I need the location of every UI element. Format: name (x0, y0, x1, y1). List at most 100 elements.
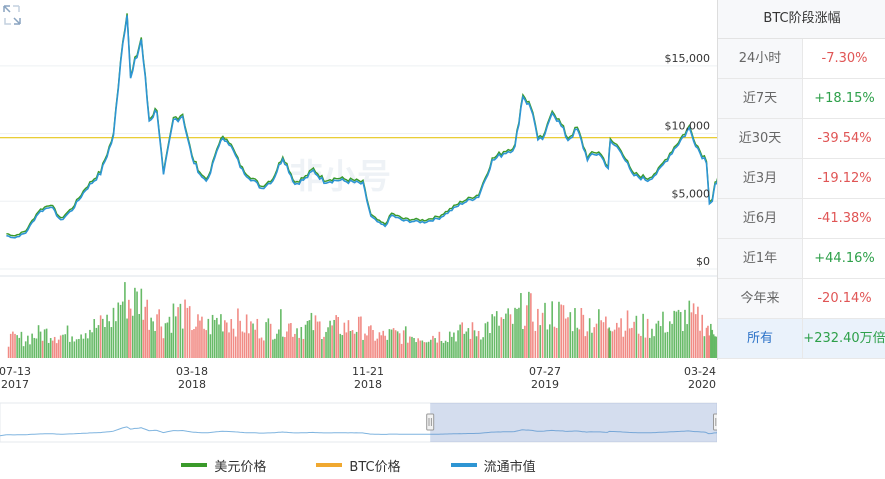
volume-bar (578, 329, 581, 358)
volume-bar (362, 339, 364, 358)
volume-bar (500, 317, 503, 358)
volume-bar (567, 317, 569, 358)
volume-bar (446, 342, 449, 358)
volume-bar (507, 308, 509, 358)
period-row-6m[interactable]: 近6月 -41.38% (718, 199, 885, 239)
volume-bar (184, 299, 186, 358)
volume-bar (29, 344, 31, 358)
volume-bar (53, 336, 56, 358)
volume-bar (117, 302, 120, 358)
volume-bar (415, 342, 417, 358)
volume-bar (138, 314, 140, 358)
volume-bar (284, 337, 286, 358)
period-value: +18.15% (814, 91, 875, 106)
volume-bar (86, 338, 89, 358)
volume-bar (473, 330, 476, 358)
volume-bar (224, 320, 226, 358)
volume-bar (188, 306, 191, 358)
volume-bar (134, 287, 136, 358)
navigator-handle-right[interactable] (713, 413, 718, 431)
volume-bar (241, 331, 244, 358)
volume-bar (708, 335, 711, 358)
volume-bar (360, 316, 362, 358)
legend-label: 流通市值 (483, 459, 536, 475)
volume-bar (432, 335, 434, 358)
volume-bar (463, 333, 466, 358)
volume-bar (128, 299, 130, 358)
legend-item-usd-price[interactable]: 美元价格 (181, 455, 266, 475)
x-tick-year: 2020 (688, 378, 716, 391)
navigator-handle-left[interactable] (426, 413, 435, 431)
volume-bar (595, 323, 598, 358)
volume-bar (376, 338, 379, 358)
period-label: 24小时 (718, 39, 803, 78)
volume-bar (256, 318, 259, 358)
volume-bar (598, 309, 600, 358)
legend-item-market-cap[interactable]: 流通市值 (450, 455, 536, 475)
volume-bar (615, 322, 618, 358)
volume-bar (471, 322, 474, 358)
volume-bar (80, 334, 82, 358)
volume-bar (425, 342, 428, 358)
price-chart[interactable]: 非小号$15,000$10,000$5,000$007-13201703-182… (0, 0, 717, 455)
volume-bar (386, 339, 389, 358)
volume-bar (49, 338, 52, 358)
x-tick-year: 2017 (1, 378, 29, 391)
volume-bar (522, 329, 524, 358)
expand-arrows-icon[interactable] (2, 4, 22, 26)
volume-bar (711, 329, 714, 358)
y-tick-label: $5,000 (672, 187, 711, 200)
volume-bar (316, 321, 319, 358)
period-row-all[interactable]: 所有 +232.40万倍 (718, 319, 885, 359)
volume-bar (300, 326, 303, 358)
legend-swatch (181, 463, 208, 467)
volume-bar (78, 338, 80, 358)
volume-bar (82, 338, 85, 358)
volume-bar (374, 340, 376, 358)
period-row-1y[interactable]: 近1年 +44.16% (718, 239, 885, 279)
period-row-ytd[interactable]: 今年来 -20.14% (718, 279, 885, 319)
volume-bar (201, 316, 203, 358)
volume-bar (608, 327, 611, 358)
period-value: -19.12% (817, 171, 872, 186)
period-row-7d[interactable]: 近7天 +18.15% (718, 79, 885, 119)
volume-bar (382, 330, 385, 358)
volume-bar (364, 333, 366, 358)
y-tick-label: $15,000 (665, 52, 711, 65)
volume-bar (47, 342, 50, 358)
volume-bar (710, 323, 712, 358)
volume-bar (569, 312, 572, 358)
volume-bar (465, 331, 468, 358)
volume-bar (93, 319, 96, 358)
volume-bar (528, 291, 530, 358)
volume-bar (296, 328, 298, 358)
volume-bar (421, 340, 424, 358)
volume-bar (677, 309, 680, 358)
volume-bar (582, 314, 585, 358)
volume-bar (252, 323, 254, 358)
volume-bar (486, 321, 489, 358)
volume-bar (602, 322, 605, 358)
legend-item-btc-price[interactable]: BTC价格 (316, 455, 401, 475)
volume-bar (714, 336, 716, 358)
volume-bar (671, 323, 673, 358)
volume-bar (43, 329, 46, 358)
volume-bar (514, 307, 516, 358)
period-row-24h[interactable]: 24小时 -7.30% (718, 39, 885, 79)
series-line-market-cap[interactable] (6, 15, 717, 239)
volume-bar (276, 333, 278, 358)
period-row-30d[interactable]: 近30天 -39.54% (718, 119, 885, 159)
volume-bar (101, 318, 104, 358)
volume-bar (14, 333, 16, 358)
volume-bar (162, 338, 165, 358)
x-tick-date: 03-18 (176, 365, 208, 378)
period-row-3m[interactable]: 近3月 -19.12% (718, 159, 885, 199)
series-line-usd-price[interactable] (6, 13, 717, 237)
volume-bar (181, 328, 184, 358)
legend-swatch (450, 463, 477, 467)
volume-bar (694, 314, 697, 358)
navigator-window[interactable] (430, 403, 717, 442)
volume-bar (131, 315, 134, 358)
volume-bar (388, 329, 391, 358)
volume-bar (250, 321, 252, 358)
